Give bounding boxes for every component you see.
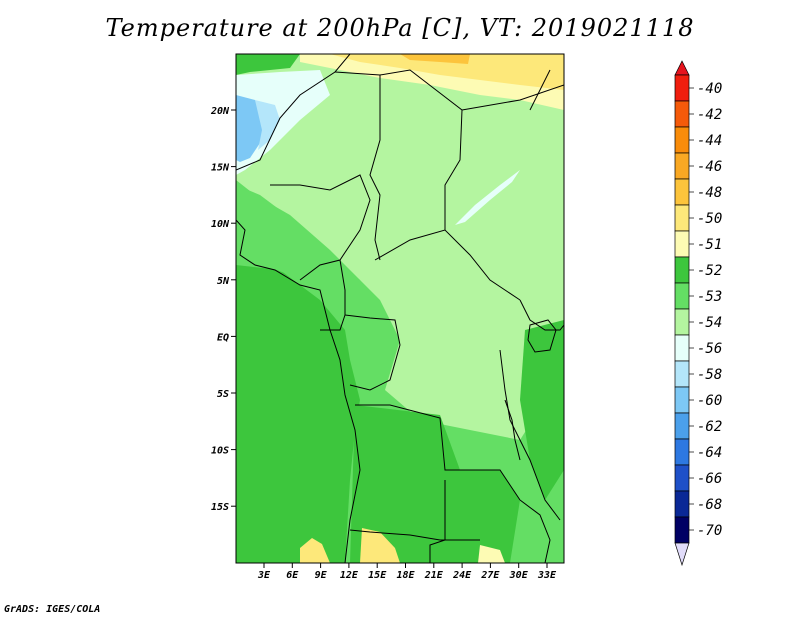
yellow-south bbox=[360, 528, 400, 563]
dark-green-south bbox=[350, 405, 520, 563]
lon-tick-label: 30E bbox=[509, 570, 529, 581]
legend-top-arrow bbox=[674, 60, 690, 76]
lon-tick-label: 15E bbox=[368, 570, 387, 581]
orange-north bbox=[400, 54, 470, 64]
border-cameroon-car bbox=[339, 259, 346, 315]
legend-level-label: -48 bbox=[697, 185, 722, 201]
lake-victoria bbox=[527, 319, 557, 353]
border-drc-south bbox=[355, 404, 521, 501]
legend-color-box bbox=[674, 490, 690, 518]
lon-tick-label: 33E bbox=[537, 570, 557, 581]
border-nigeria bbox=[270, 174, 371, 281]
legend-color-box bbox=[674, 438, 690, 466]
legend-level-label: -53 bbox=[697, 289, 722, 305]
medium-green-west bbox=[236, 185, 370, 310]
legend-level-label: -56 bbox=[697, 341, 722, 357]
legend-color-box bbox=[674, 360, 690, 388]
legend-color-box bbox=[674, 386, 690, 414]
lon-tick-label: 27E bbox=[480, 570, 500, 581]
legend-level-label: -64 bbox=[697, 445, 722, 461]
lon-tick-label: 21E bbox=[424, 570, 444, 581]
border-mozambique bbox=[519, 499, 551, 563]
pale-cyan-streak bbox=[455, 170, 520, 225]
border-gabon bbox=[320, 314, 346, 331]
yellow-south-west bbox=[300, 538, 330, 563]
lon-tick-label: 18E bbox=[396, 570, 415, 581]
border-sudan bbox=[461, 84, 564, 111]
lat-tick-label: 15N bbox=[211, 163, 230, 174]
border-congo bbox=[344, 314, 401, 391]
legend-color-box bbox=[674, 256, 690, 284]
legend-color-box bbox=[674, 464, 690, 492]
map-title: Temperature at 200hPa [C], VT: 201902111… bbox=[105, 14, 695, 42]
border-east-africa bbox=[519, 299, 564, 331]
longitude-axis: 3E 6E 9E 12E 15E 18E 21E 24E 27E 30E 33E bbox=[257, 563, 557, 581]
legend-color-box bbox=[674, 126, 690, 154]
legend-level-label: -62 bbox=[697, 419, 722, 435]
legend-color-box bbox=[674, 412, 690, 440]
legend-color-box bbox=[674, 334, 690, 362]
legend-level-label: -58 bbox=[697, 367, 722, 383]
legend-level-label: -51 bbox=[697, 237, 722, 253]
legend-bottom-arrow bbox=[674, 542, 690, 567]
lat-tick-label: 5N bbox=[217, 276, 230, 287]
lat-tick-label: 10S bbox=[211, 446, 229, 457]
legend-level-label: -42 bbox=[697, 107, 722, 123]
border-lake-tanganyika bbox=[504, 399, 521, 461]
yellow-north bbox=[330, 54, 564, 90]
border-great-lakes bbox=[499, 349, 561, 521]
lat-tick-label: 15S bbox=[211, 502, 229, 513]
border-angola-south bbox=[349, 529, 480, 541]
lat-tick-label: 5S bbox=[217, 389, 229, 400]
legend-color-box bbox=[674, 516, 690, 544]
legend-color-box bbox=[674, 282, 690, 310]
legend-level-label: -52 bbox=[697, 263, 722, 279]
lon-tick-label: 12E bbox=[340, 570, 359, 581]
latitude-axis: 20N 15N 10N 5N EQ 5S 10S 15S bbox=[210, 106, 236, 513]
legend-color-box bbox=[674, 204, 690, 232]
lon-tick-label: 3E bbox=[257, 570, 271, 581]
dark-green-north-strip bbox=[236, 54, 300, 75]
legend-level-label: -40 bbox=[697, 81, 722, 97]
light-green-patch bbox=[395, 250, 510, 400]
color-legend: -40 -42 -44 -46 -48 -50 -51 -52 -53 -54 -56 -58 -60 -… bbox=[674, 60, 722, 567]
legend-level-label: -60 bbox=[697, 393, 722, 409]
country-borders bbox=[236, 54, 564, 563]
legend-color-box bbox=[674, 74, 690, 102]
border-zambia bbox=[429, 480, 446, 563]
lon-tick-label: 6E bbox=[286, 570, 299, 581]
map-frame bbox=[235, 53, 565, 564]
dark-green-west bbox=[236, 265, 360, 563]
lon-tick-label: 9E bbox=[315, 570, 328, 581]
lat-tick-label: 10N bbox=[211, 219, 230, 230]
legend-color-box bbox=[674, 100, 690, 128]
legend-level-label: -54 bbox=[697, 315, 722, 331]
lon-tick-label: 24E bbox=[452, 570, 472, 581]
coastline-west bbox=[236, 219, 361, 563]
legend-level-label: -44 bbox=[697, 133, 722, 149]
legend-level-label: -70 bbox=[697, 523, 722, 539]
legend-color-box bbox=[674, 178, 690, 206]
border-ethiopia bbox=[529, 69, 551, 111]
border-chad-east bbox=[369, 75, 381, 261]
lat-tick-label: EQ bbox=[217, 332, 229, 343]
legend-level-label: -68 bbox=[697, 497, 722, 513]
legend-color-box bbox=[674, 152, 690, 180]
border-sahel bbox=[236, 54, 351, 171]
yellow-south-east bbox=[478, 545, 505, 563]
legend-level-label: -46 bbox=[697, 159, 722, 175]
temperature-field bbox=[236, 54, 564, 563]
legend-color-box bbox=[674, 230, 690, 258]
legend-color-box bbox=[674, 308, 690, 336]
sky-blue-patch bbox=[255, 100, 280, 150]
legend-level-label: -50 bbox=[697, 211, 722, 227]
grads-credit: GrADS: IGES/COLA bbox=[4, 604, 101, 615]
legend-level-label: -66 bbox=[697, 471, 722, 487]
dark-green-east bbox=[520, 320, 564, 500]
border-car bbox=[374, 229, 521, 301]
lat-tick-label: 20N bbox=[210, 106, 230, 117]
